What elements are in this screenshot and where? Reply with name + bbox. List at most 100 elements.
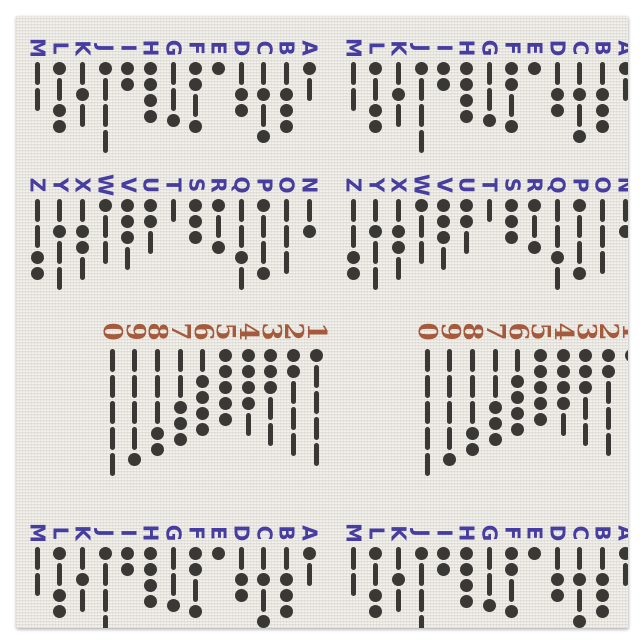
morse-code-s xyxy=(505,199,519,244)
morse-code-t xyxy=(486,199,492,222)
morse-dash-icon xyxy=(102,241,108,264)
morse-dot-icon xyxy=(556,381,570,394)
morse-column-d: D xyxy=(545,36,569,153)
morse-column-x: X xyxy=(71,173,95,290)
morse-code-1 xyxy=(309,349,323,466)
morse-column-0: 0 xyxy=(97,316,127,476)
morse-dash-icon xyxy=(313,443,319,466)
morse-dot-icon xyxy=(287,365,301,378)
morse-code-b xyxy=(280,547,294,618)
morse-dot-icon xyxy=(144,78,158,91)
morse-dash-icon xyxy=(80,257,86,280)
letter-glyph-k: K xyxy=(386,525,411,541)
morse-column-l: L xyxy=(48,36,72,153)
morse-dot-icon xyxy=(264,365,278,378)
morse-dash-icon xyxy=(583,423,589,446)
morse-code-m xyxy=(34,547,40,596)
morse-dash-icon xyxy=(57,199,63,222)
morse-dot-icon xyxy=(234,88,248,101)
morse-code-q xyxy=(234,199,248,290)
morse-dot-icon xyxy=(151,443,165,456)
letter-glyph-a: A xyxy=(613,37,628,60)
morse-dot-icon xyxy=(596,104,610,117)
morse-column-f: F xyxy=(500,36,524,153)
morse-dot-icon xyxy=(511,407,525,420)
morse-column-6: 6 xyxy=(188,316,218,476)
letter-glyph-b: B xyxy=(274,525,299,541)
letter-glyph-b: B xyxy=(590,525,615,541)
morse-column-f: F xyxy=(499,521,524,628)
morse-dash-icon xyxy=(291,433,297,456)
morse-code-c xyxy=(573,547,587,628)
morse-code-e xyxy=(212,62,226,75)
morse-column-6: 6 xyxy=(503,316,533,476)
morse-column-d: D xyxy=(229,36,253,153)
morse-dot-icon xyxy=(596,605,610,618)
morse-dot-icon xyxy=(53,104,67,117)
morse-dash-icon xyxy=(606,433,612,456)
letter-glyph-o: O xyxy=(274,176,299,194)
morse-column-c: C xyxy=(568,36,592,153)
morse-column-y: Y xyxy=(364,173,388,290)
morse-dash-icon xyxy=(284,225,290,248)
morse-column-t: T xyxy=(161,173,185,290)
morse-dot-icon xyxy=(579,381,593,394)
morse-dot-icon xyxy=(302,62,316,75)
morse-dot-icon xyxy=(241,381,255,394)
letter-glyph-g: G xyxy=(161,524,186,542)
morse-column-9: 9 xyxy=(120,316,150,476)
morse-column-u: U xyxy=(139,173,163,290)
morse-dash-icon xyxy=(418,130,424,153)
morse-dot-icon xyxy=(534,397,548,410)
morse-dash-icon xyxy=(577,62,583,85)
morse-dot-icon xyxy=(280,573,294,586)
morse-dash-icon xyxy=(132,375,138,398)
morse-dot-icon xyxy=(460,62,474,75)
morse-code-3 xyxy=(264,349,278,446)
morse-dash-icon xyxy=(306,78,312,101)
morse-dash-icon xyxy=(125,247,131,270)
morse-dash-icon xyxy=(155,349,161,372)
morse-dash-icon xyxy=(170,547,176,570)
letter-glyph-i: I xyxy=(115,44,140,52)
morse-column-m: M xyxy=(25,36,49,153)
morse-code-p xyxy=(573,199,587,280)
morse-code-l xyxy=(369,547,383,618)
morse-dot-icon xyxy=(189,563,203,576)
morse-dash-icon xyxy=(102,215,108,238)
morse-code-2 xyxy=(287,349,301,456)
morse-dash-icon xyxy=(57,563,63,586)
morse-code-d xyxy=(550,547,564,602)
morse-code-n xyxy=(618,199,628,238)
morse-column-c: C xyxy=(251,521,276,628)
morse-code-j xyxy=(98,62,112,153)
morse-dot-icon xyxy=(534,349,548,362)
morse-code-2 xyxy=(602,349,616,456)
morse-column-t: T xyxy=(477,173,501,290)
morse-dot-icon xyxy=(212,199,226,212)
morse-code-m xyxy=(350,547,356,596)
morse-dash-icon xyxy=(80,199,86,222)
letter-glyph-i: I xyxy=(115,529,140,537)
morse-dot-icon xyxy=(505,605,519,618)
morse-column-i: I xyxy=(115,521,140,628)
morse-dot-icon xyxy=(241,397,255,410)
letter-glyph-j: J xyxy=(409,529,434,537)
morse-dot-icon xyxy=(369,547,383,560)
morse-dash-icon xyxy=(102,615,108,628)
morse-dot-icon xyxy=(121,231,135,244)
morse-code-b xyxy=(280,62,294,133)
morse-code-q xyxy=(550,199,564,290)
morse-dot-icon xyxy=(488,433,502,446)
morse-code-g xyxy=(482,547,496,612)
letter-glyph-c: C xyxy=(251,525,276,541)
morse-dot-icon xyxy=(264,349,278,362)
morse-dot-icon xyxy=(280,605,294,618)
morse-dot-icon xyxy=(280,88,294,101)
morse-dash-icon xyxy=(177,375,183,398)
morse-dash-icon xyxy=(577,547,583,570)
letter-glyph-f: F xyxy=(499,526,524,540)
morse-dot-icon xyxy=(618,225,628,238)
morse-dash-icon xyxy=(261,104,267,127)
